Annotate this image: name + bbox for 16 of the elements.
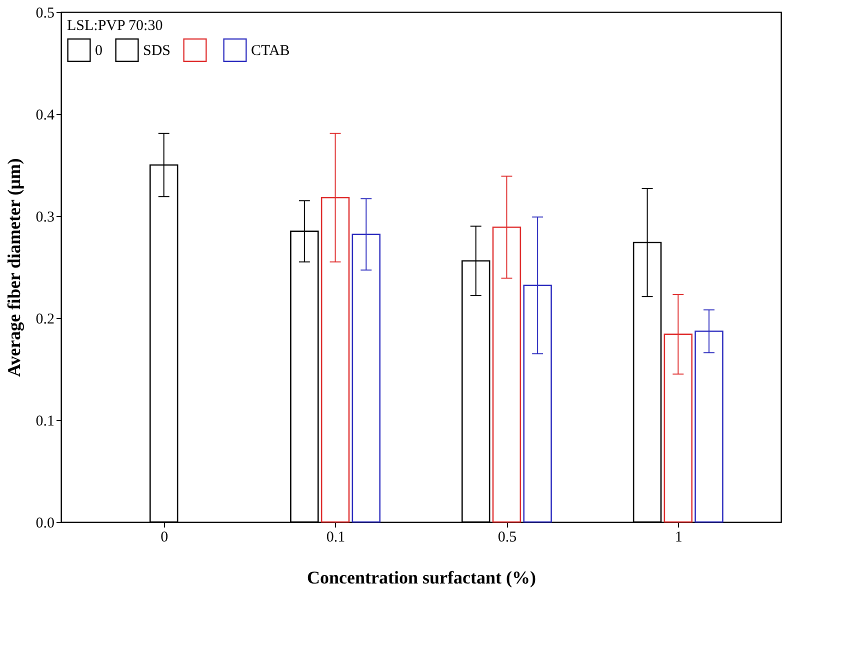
y-tick-label: 0.5 <box>36 6 54 22</box>
legend-label: CTAB <box>251 43 290 60</box>
x-tick-label: 0.1 <box>326 530 346 546</box>
legend-title: LSL:PVP 70:30 <box>67 18 163 34</box>
x-tick-label: 0 <box>160 530 168 546</box>
legend-label: SDS <box>143 43 171 60</box>
x-tick-label: 1 <box>674 530 682 546</box>
y-tick-label: 0.4 <box>36 108 55 124</box>
y-tick-label: 0.2 <box>36 312 54 328</box>
x-tick-label: 0.5 <box>498 530 517 546</box>
y-tick-label: 0.0 <box>36 516 54 532</box>
x-axis-title: Concentration surfactant (%) <box>307 568 536 588</box>
legend-label: 0 <box>95 43 102 60</box>
y-tick-label: 0.3 <box>36 210 54 226</box>
y-axis-title: Average fiber diameter (μm) <box>4 158 24 377</box>
y-tick-label: 0.1 <box>36 414 54 430</box>
